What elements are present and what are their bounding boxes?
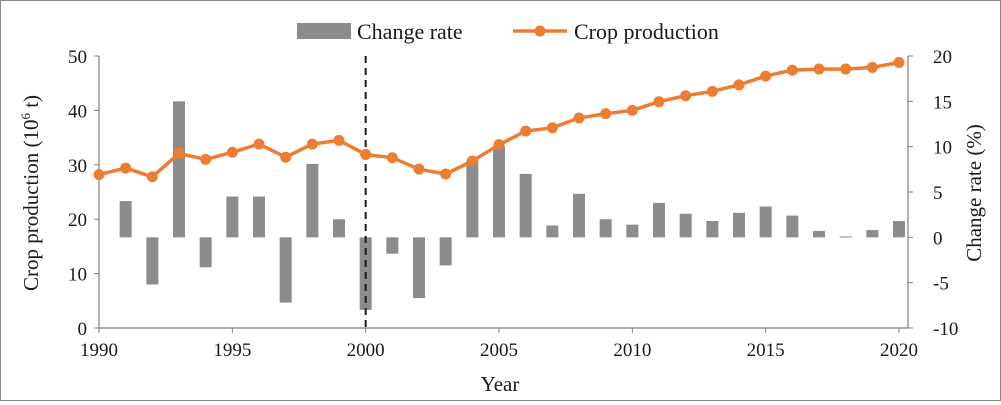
crop-production-point-2013 — [706, 85, 718, 97]
legend-marker-crop-production — [534, 25, 546, 37]
y-left-tick-label-20: 20 — [68, 210, 87, 231]
crop-production-point-1997 — [280, 151, 292, 163]
y-right-tick-label-10: 10 — [933, 138, 952, 159]
change-rate-bar-2013 — [706, 221, 719, 238]
tick-labels: 0 10 20 30 40 50 -10 -5 0 5 10 15 20 1990 1995 2000 2005… — [68, 47, 958, 361]
y-left-tick-label-30: 30 — [68, 156, 87, 177]
crop-production-point-1995 — [226, 146, 238, 158]
crop-production-point-2015 — [760, 70, 772, 82]
y-left-axis-title: Crop production (106 t) — [18, 95, 43, 291]
crop-production-point-1994 — [200, 153, 212, 165]
change-rate-bar-1996 — [253, 196, 265, 238]
change-rate-bar-2010 — [626, 224, 639, 238]
y-left-tick-label-40: 40 — [68, 101, 87, 122]
x-tick-label-1995: 1995 — [213, 340, 251, 361]
change-rate-bar-1991 — [119, 201, 132, 238]
crop-production-point-2011 — [653, 96, 665, 108]
legend-label-change-rate: Change rate — [357, 19, 463, 44]
y-left-tick-label-50: 50 — [68, 47, 87, 68]
change-rate-bar-1999 — [333, 219, 345, 238]
legend-swatch-change-rate — [297, 23, 351, 39]
legend-label-crop-production: Crop production — [574, 19, 719, 44]
change-rate-bar-2007 — [546, 225, 559, 238]
crop-production-point-2000 — [360, 148, 372, 160]
crop-production-point-2019 — [866, 61, 878, 73]
y-right-tick-label-5: 5 — [933, 183, 943, 204]
change-rate-bar-2020 — [893, 221, 905, 238]
change-rate-bar-2006 — [519, 173, 532, 238]
crop-production-point-2012 — [680, 90, 692, 102]
crop-production-point-2007 — [546, 122, 558, 134]
crop-production-point-1996 — [253, 138, 265, 150]
change-rate-bar-2003 — [439, 237, 452, 266]
x-tick-label-2000: 2000 — [347, 340, 385, 361]
y-left-tick-label-0: 0 — [78, 319, 88, 340]
change-rate-bar-2001 — [386, 237, 399, 254]
crop-production-point-1990 — [93, 169, 105, 181]
x-tick-label-2020: 2020 — [880, 340, 918, 361]
change-rate-bar-1997 — [279, 237, 292, 303]
y-left-title-sup: 6 — [18, 113, 33, 120]
crop-production-point-1999 — [333, 134, 345, 146]
change-rate-bar-1998 — [306, 163, 319, 238]
crop-production-point-2003 — [440, 168, 452, 180]
x-tick-label-2005: 2005 — [480, 340, 518, 361]
crop-production-point-1992 — [146, 171, 158, 183]
crop-production-point-1993 — [173, 147, 185, 159]
x-tick-label-2010: 2010 — [613, 340, 651, 361]
crop-production-points — [93, 57, 905, 183]
crop-production-point-2016 — [786, 64, 798, 76]
y-right-tick-label--10: -10 — [933, 319, 958, 340]
axes — [94, 55, 913, 333]
change-rate-bar-1995 — [226, 196, 239, 238]
change-rate-bar-2014 — [733, 212, 745, 238]
change-rate-bar-1993 — [173, 101, 185, 238]
y-right-tick-label-20: 20 — [933, 47, 952, 68]
x-tick-label-2015: 2015 — [747, 340, 785, 361]
crop-production-point-2020 — [893, 57, 905, 69]
change-rate-bar-2012 — [679, 213, 692, 238]
y-right-axis-title: Change rate (%) — [962, 124, 986, 262]
change-rate-bar-2015 — [759, 206, 772, 238]
y-left-title-main: Crop production (10 — [19, 120, 43, 291]
crop-production-point-2008 — [573, 112, 585, 124]
change-rate-bar-2017 — [813, 230, 825, 238]
crop-production-point-1998 — [306, 138, 318, 150]
crop-production-point-2004 — [466, 155, 478, 167]
legend: Change rate Crop production — [297, 19, 719, 44]
change-rate-bars — [119, 101, 905, 310]
x-tick-label-1990: 1990 — [80, 340, 118, 361]
crop-production-point-2001 — [386, 152, 398, 164]
crop-production-point-2017 — [813, 63, 825, 75]
y-left-title-end: t) — [19, 95, 43, 113]
change-rate-bar-2009 — [599, 219, 612, 238]
crop-production-point-2010 — [626, 104, 638, 116]
y-right-tick-label--5: -5 — [933, 274, 949, 295]
crop-production-point-1991 — [120, 162, 132, 174]
crop-production-point-2002 — [413, 163, 425, 175]
crop-production-point-2014 — [733, 79, 745, 91]
y-right-tick-label-0: 0 — [933, 228, 943, 249]
change-rate-bar-2008 — [573, 193, 585, 238]
y-left-tick-label-10: 10 — [68, 265, 87, 286]
crop-production-point-2009 — [600, 108, 612, 120]
change-rate-bar-2002 — [413, 237, 425, 299]
crop-production-point-2006 — [520, 125, 532, 137]
crop-production-point-2018 — [840, 63, 852, 75]
change-rate-bar-2019 — [866, 230, 879, 238]
change-rate-bar-2004 — [466, 160, 479, 238]
change-rate-bar-2018 — [839, 236, 852, 238]
change-rate-bar-2011 — [653, 202, 665, 238]
crop-production-point-2005 — [493, 139, 505, 151]
y-right-tick-label-15: 15 — [933, 92, 952, 113]
change-rate-bar-1992 — [146, 237, 159, 285]
x-axis-title: Year — [481, 372, 520, 396]
change-rate-bar-2005 — [493, 146, 505, 238]
change-rate-bar-2016 — [786, 215, 799, 238]
change-rate-bar-1994 — [199, 237, 212, 268]
